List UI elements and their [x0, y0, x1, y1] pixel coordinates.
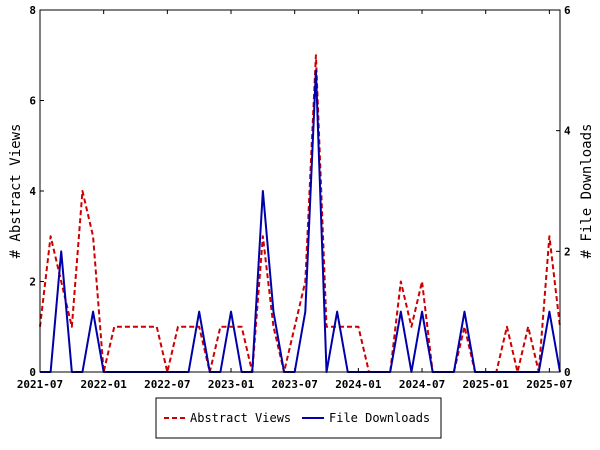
y-tick-label: 2 [29, 276, 36, 289]
y2-tick-label: 2 [564, 245, 571, 258]
y2-axis-title: # File Downloads [579, 124, 595, 259]
y-tick-label: 6 [29, 95, 36, 108]
legend-label-abstract-views: Abstract Views [190, 411, 291, 425]
legend: Abstract Views File Downloads [155, 397, 442, 439]
x-tick-label: 2025-07 [526, 378, 572, 391]
y2-tick-label: 4 [564, 125, 571, 138]
series-line-abstract-views [39, 54, 561, 373]
y-axis-title: # Abstract Views [8, 124, 24, 259]
x-tick-label: 2022-07 [144, 378, 190, 391]
y2-tick-label: 6 [564, 4, 571, 17]
x-tick-label: 2021-07 [17, 378, 63, 391]
x-tick-label: 2025-01 [463, 378, 510, 391]
x-tick-label: 2022-01 [80, 378, 127, 391]
x-tick-label: 2023-07 [272, 378, 318, 391]
y-tick-label: 8 [29, 4, 36, 17]
legend-label-file-downloads: File Downloads [329, 411, 430, 425]
x-tick-label: 2024-07 [399, 378, 445, 391]
y-tick-label: 0 [29, 366, 36, 379]
x-tick-label: 2024-01 [335, 378, 382, 391]
y2-tick-label: 0 [564, 366, 571, 379]
y-tick-label: 4 [29, 185, 36, 198]
x-tick-label: 2023-01 [208, 378, 255, 391]
plot-frame [39, 9, 561, 373]
legend-box [155, 397, 442, 439]
